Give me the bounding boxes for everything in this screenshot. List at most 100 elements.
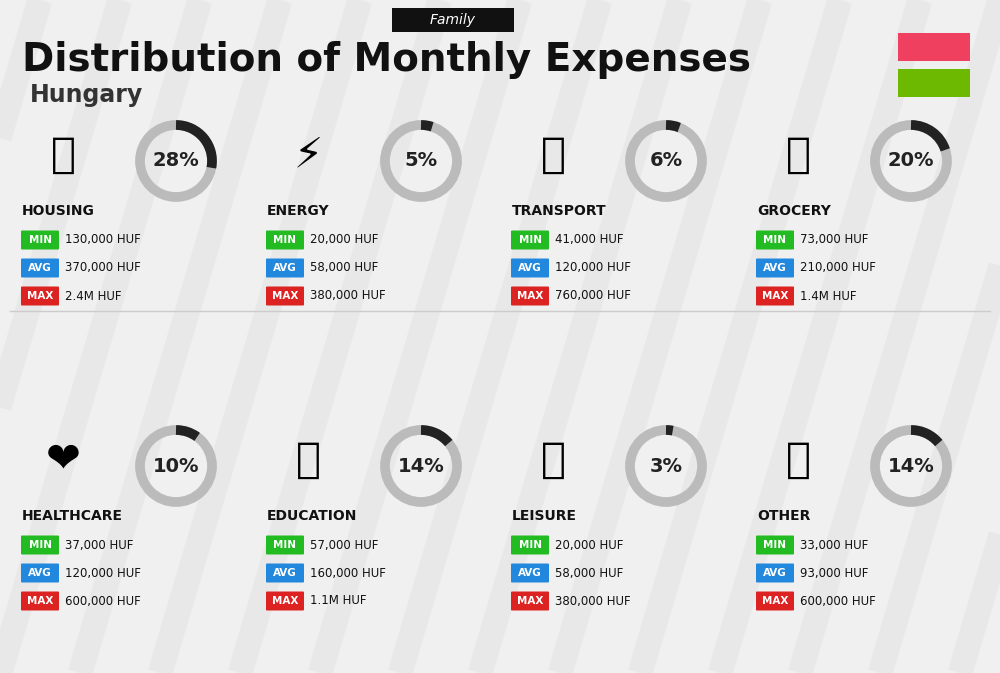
FancyBboxPatch shape [511, 258, 549, 277]
FancyBboxPatch shape [756, 287, 794, 306]
Text: MIN: MIN [28, 540, 52, 550]
FancyBboxPatch shape [266, 230, 304, 250]
FancyBboxPatch shape [21, 230, 59, 250]
Text: MIN: MIN [764, 235, 786, 245]
Text: MAX: MAX [272, 291, 298, 301]
FancyBboxPatch shape [21, 563, 59, 583]
Text: MIN: MIN [274, 540, 296, 550]
Text: MIN: MIN [274, 235, 296, 245]
Text: 14%: 14% [888, 456, 934, 476]
FancyBboxPatch shape [21, 258, 59, 277]
FancyBboxPatch shape [756, 592, 794, 610]
Text: MIN: MIN [28, 235, 52, 245]
Text: 37,000 HUF: 37,000 HUF [65, 538, 133, 551]
FancyBboxPatch shape [511, 287, 549, 306]
Text: 6%: 6% [649, 151, 683, 170]
Text: MAX: MAX [517, 291, 543, 301]
Text: 20,000 HUF: 20,000 HUF [310, 234, 378, 246]
Text: 41,000 HUF: 41,000 HUF [555, 234, 624, 246]
Text: 2.4M HUF: 2.4M HUF [65, 289, 122, 302]
FancyBboxPatch shape [266, 287, 304, 306]
Text: Family: Family [430, 13, 476, 27]
Text: HOUSING: HOUSING [22, 204, 95, 218]
Text: 3%: 3% [650, 456, 682, 476]
Text: AVG: AVG [518, 568, 542, 578]
Text: MIN: MIN [764, 540, 786, 550]
Text: HEALTHCARE: HEALTHCARE [22, 509, 123, 523]
Text: 💰: 💰 [786, 439, 810, 481]
FancyBboxPatch shape [392, 8, 514, 32]
Text: 1.1M HUF: 1.1M HUF [310, 594, 366, 608]
Text: 380,000 HUF: 380,000 HUF [310, 289, 386, 302]
Text: 5%: 5% [404, 151, 438, 170]
FancyBboxPatch shape [898, 69, 970, 97]
FancyBboxPatch shape [756, 230, 794, 250]
Text: AVG: AVG [763, 263, 787, 273]
FancyBboxPatch shape [266, 563, 304, 583]
Text: 210,000 HUF: 210,000 HUF [800, 262, 876, 275]
Text: LEISURE: LEISURE [512, 509, 577, 523]
Text: 760,000 HUF: 760,000 HUF [555, 289, 631, 302]
Text: 🚌: 🚌 [540, 134, 566, 176]
Text: MIN: MIN [518, 235, 542, 245]
FancyBboxPatch shape [266, 258, 304, 277]
Text: GROCERY: GROCERY [757, 204, 831, 218]
Text: AVG: AVG [28, 263, 52, 273]
Text: MAX: MAX [762, 596, 788, 606]
Text: 🛒: 🛒 [786, 134, 810, 176]
FancyBboxPatch shape [266, 592, 304, 610]
FancyBboxPatch shape [511, 536, 549, 555]
Text: Hungary: Hungary [30, 83, 143, 107]
Text: 370,000 HUF: 370,000 HUF [65, 262, 141, 275]
Text: 600,000 HUF: 600,000 HUF [800, 594, 876, 608]
Text: OTHER: OTHER [757, 509, 810, 523]
Text: 🛍: 🛍 [540, 439, 566, 481]
Text: 1.4M HUF: 1.4M HUF [800, 289, 856, 302]
Text: AVG: AVG [28, 568, 52, 578]
Text: MAX: MAX [272, 596, 298, 606]
FancyBboxPatch shape [511, 592, 549, 610]
Text: 93,000 HUF: 93,000 HUF [800, 567, 868, 579]
FancyBboxPatch shape [756, 563, 794, 583]
Text: Distribution of Monthly Expenses: Distribution of Monthly Expenses [22, 41, 751, 79]
Text: 28%: 28% [153, 151, 199, 170]
Text: 58,000 HUF: 58,000 HUF [555, 567, 623, 579]
Text: 🏢: 🏢 [50, 134, 76, 176]
Text: 380,000 HUF: 380,000 HUF [555, 594, 631, 608]
Text: 57,000 HUF: 57,000 HUF [310, 538, 378, 551]
Text: AVG: AVG [763, 568, 787, 578]
Text: 14%: 14% [398, 456, 444, 476]
FancyBboxPatch shape [21, 536, 59, 555]
FancyBboxPatch shape [21, 287, 59, 306]
Text: AVG: AVG [518, 263, 542, 273]
Text: MIN: MIN [518, 540, 542, 550]
FancyBboxPatch shape [21, 592, 59, 610]
Text: MAX: MAX [27, 291, 53, 301]
Text: 130,000 HUF: 130,000 HUF [65, 234, 141, 246]
Text: 20,000 HUF: 20,000 HUF [555, 538, 623, 551]
FancyBboxPatch shape [266, 536, 304, 555]
FancyBboxPatch shape [511, 563, 549, 583]
Text: ENERGY: ENERGY [267, 204, 330, 218]
FancyBboxPatch shape [898, 33, 970, 61]
Text: 33,000 HUF: 33,000 HUF [800, 538, 868, 551]
FancyBboxPatch shape [756, 258, 794, 277]
Text: AVG: AVG [273, 568, 297, 578]
Text: MAX: MAX [762, 291, 788, 301]
Text: 160,000 HUF: 160,000 HUF [310, 567, 386, 579]
Text: AVG: AVG [273, 263, 297, 273]
FancyBboxPatch shape [756, 536, 794, 555]
Text: MAX: MAX [27, 596, 53, 606]
Text: 120,000 HUF: 120,000 HUF [555, 262, 631, 275]
Text: 73,000 HUF: 73,000 HUF [800, 234, 868, 246]
Text: MAX: MAX [517, 596, 543, 606]
FancyBboxPatch shape [511, 230, 549, 250]
Text: 20%: 20% [888, 151, 934, 170]
Text: 10%: 10% [153, 456, 199, 476]
Text: TRANSPORT: TRANSPORT [512, 204, 607, 218]
Text: 58,000 HUF: 58,000 HUF [310, 262, 378, 275]
Text: 🎓: 🎓 [296, 439, 320, 481]
Text: ⚡: ⚡ [293, 134, 323, 176]
Text: ❤: ❤ [46, 439, 80, 481]
Text: 600,000 HUF: 600,000 HUF [65, 594, 141, 608]
